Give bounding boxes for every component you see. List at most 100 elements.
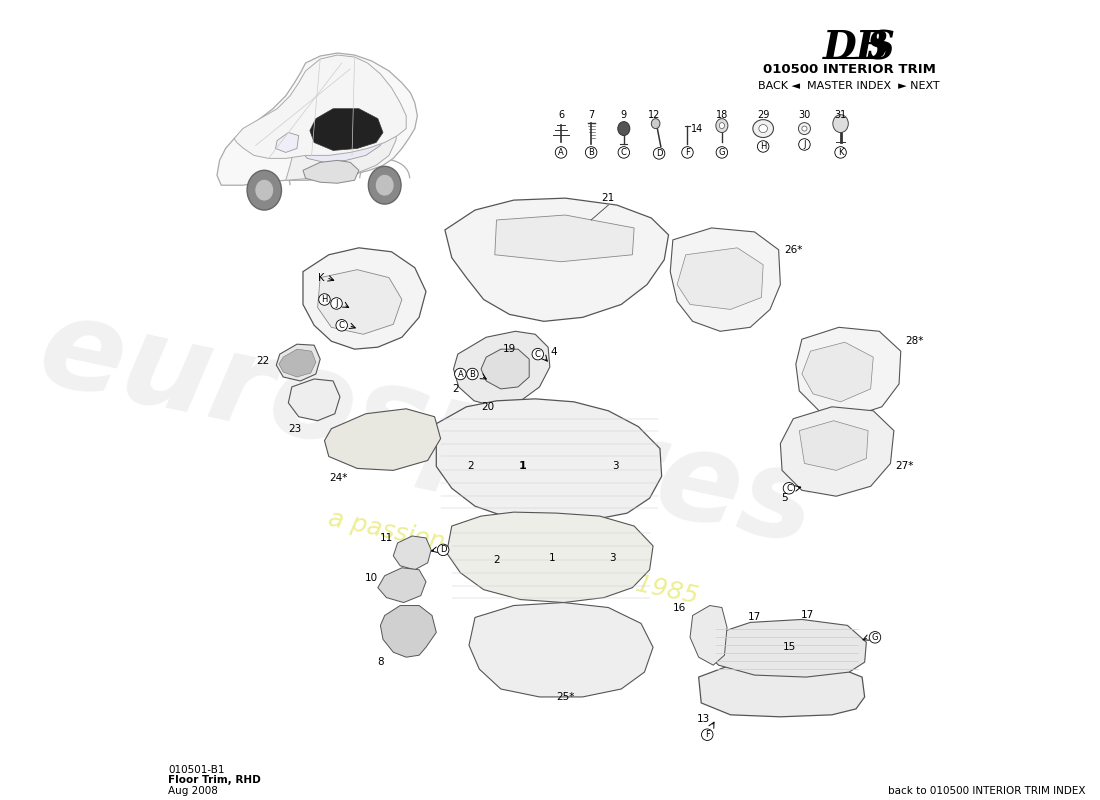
Text: 30: 30: [799, 110, 811, 120]
Polygon shape: [279, 349, 316, 377]
Text: A: A: [458, 370, 463, 378]
Text: C: C: [535, 350, 541, 358]
Text: 5: 5: [781, 494, 788, 503]
Text: H: H: [760, 142, 767, 151]
Text: Aug 2008: Aug 2008: [168, 786, 218, 796]
Polygon shape: [299, 91, 392, 162]
Text: 2: 2: [468, 462, 474, 471]
Text: 3: 3: [612, 462, 618, 471]
Text: eurospares: eurospares: [29, 287, 827, 570]
Circle shape: [248, 170, 282, 210]
Text: F: F: [705, 730, 710, 739]
Text: 26*: 26*: [784, 245, 803, 255]
Text: 14: 14: [691, 123, 703, 134]
Polygon shape: [217, 53, 417, 186]
Text: 25*: 25*: [557, 692, 574, 702]
Polygon shape: [698, 662, 865, 717]
Polygon shape: [678, 248, 763, 310]
Polygon shape: [302, 160, 359, 183]
Text: 16: 16: [672, 602, 685, 613]
Text: 15: 15: [782, 642, 795, 652]
Text: 1: 1: [549, 553, 556, 563]
Ellipse shape: [752, 120, 773, 138]
Text: 2: 2: [493, 555, 499, 565]
Text: 10: 10: [365, 573, 377, 582]
Text: K: K: [318, 273, 324, 282]
Polygon shape: [302, 248, 426, 349]
Ellipse shape: [759, 125, 768, 133]
Polygon shape: [705, 619, 867, 677]
Polygon shape: [495, 215, 634, 262]
Text: 23: 23: [288, 424, 301, 434]
Polygon shape: [394, 536, 431, 570]
Circle shape: [719, 122, 725, 129]
Text: C: C: [339, 321, 344, 330]
Polygon shape: [690, 606, 727, 665]
Circle shape: [368, 166, 402, 204]
Text: B: B: [470, 370, 475, 378]
Circle shape: [716, 118, 728, 133]
Ellipse shape: [799, 122, 811, 134]
Text: BACK ◄  MASTER INDEX  ► NEXT: BACK ◄ MASTER INDEX ► NEXT: [758, 81, 940, 91]
Polygon shape: [437, 399, 662, 523]
Text: 19: 19: [503, 344, 516, 354]
Polygon shape: [800, 421, 868, 470]
Text: 8: 8: [377, 657, 384, 667]
Polygon shape: [324, 409, 441, 470]
Circle shape: [651, 118, 660, 129]
Text: D: D: [440, 546, 447, 554]
Text: 3: 3: [609, 553, 616, 563]
Text: H: H: [321, 295, 328, 304]
Text: 13: 13: [696, 714, 710, 724]
Text: K: K: [838, 148, 844, 157]
Polygon shape: [286, 79, 397, 180]
Polygon shape: [276, 344, 320, 381]
Polygon shape: [802, 342, 873, 402]
Text: 31: 31: [835, 110, 847, 120]
Polygon shape: [318, 270, 402, 334]
Text: 22: 22: [256, 356, 270, 366]
Text: 12: 12: [648, 110, 660, 120]
Text: 27*: 27*: [894, 462, 913, 471]
Text: 010500 INTERIOR TRIM: 010500 INTERIOR TRIM: [762, 63, 936, 76]
Text: 4: 4: [550, 347, 557, 357]
Polygon shape: [795, 327, 901, 417]
Text: A: A: [558, 148, 564, 157]
Text: Floor Trim, RHD: Floor Trim, RHD: [168, 775, 261, 786]
Polygon shape: [481, 349, 529, 389]
Polygon shape: [275, 133, 299, 153]
Circle shape: [618, 122, 630, 135]
Text: DB: DB: [824, 30, 890, 67]
Text: 18: 18: [716, 110, 728, 120]
Text: 20: 20: [482, 402, 495, 412]
Polygon shape: [288, 379, 340, 421]
Polygon shape: [444, 198, 669, 322]
Polygon shape: [234, 55, 406, 158]
Ellipse shape: [802, 126, 807, 131]
Text: 29: 29: [757, 110, 769, 120]
Text: G: G: [871, 633, 878, 642]
Polygon shape: [670, 228, 780, 331]
Text: 17: 17: [801, 610, 814, 621]
Text: 9: 9: [620, 110, 627, 120]
Text: 21: 21: [602, 193, 615, 203]
Polygon shape: [453, 331, 550, 406]
Text: 24*: 24*: [329, 474, 348, 483]
Text: 17: 17: [748, 613, 761, 622]
Text: 28*: 28*: [905, 336, 924, 346]
Text: C: C: [786, 484, 792, 493]
Text: S: S: [867, 30, 894, 67]
Circle shape: [255, 179, 274, 201]
Text: 2: 2: [452, 384, 459, 394]
Text: a passion for parts since 1985: a passion for parts since 1985: [327, 507, 701, 609]
Text: G: G: [718, 148, 725, 157]
Polygon shape: [310, 109, 383, 150]
Polygon shape: [447, 512, 653, 602]
Polygon shape: [780, 406, 894, 496]
Text: 7: 7: [588, 110, 594, 120]
Polygon shape: [469, 602, 653, 697]
Text: J: J: [803, 140, 805, 149]
Text: 6: 6: [558, 110, 564, 120]
Text: back to 010500 INTERIOR TRIM INDEX: back to 010500 INTERIOR TRIM INDEX: [888, 786, 1086, 796]
Text: 1: 1: [518, 462, 526, 471]
